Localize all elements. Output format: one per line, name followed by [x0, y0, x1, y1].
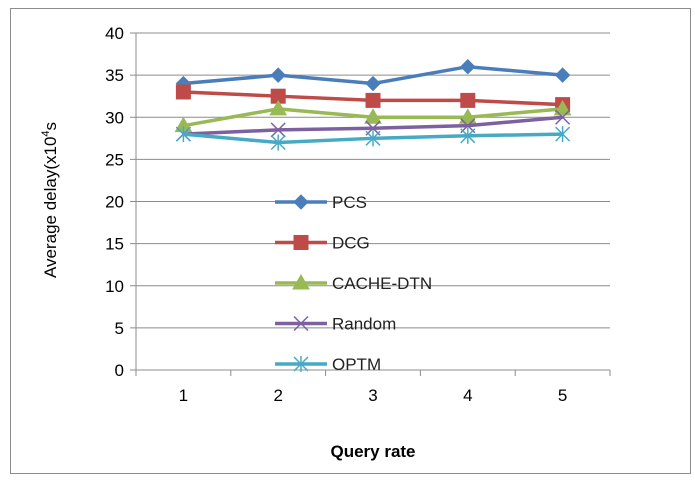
- legend-label-cache-dtn: CACHE-DTN: [332, 274, 432, 293]
- legend-item-random: Random: [275, 315, 396, 334]
- series-optm: [175, 126, 571, 151]
- x-tick-labels: 1 2 3 4 5: [179, 386, 568, 405]
- chart-frame: [10, 8, 691, 474]
- data-point-optm: [365, 130, 381, 147]
- y-tick-label: 5: [115, 319, 124, 338]
- x-tick-label: 5: [558, 386, 567, 405]
- legend-marker-dcg: [293, 235, 309, 250]
- x-tick-label: 1: [179, 386, 188, 405]
- legend-item-dcg: DCG: [275, 234, 370, 253]
- y-axis-title-main: Average delay(x10: [41, 137, 60, 278]
- y-tick-label: 20: [105, 193, 124, 212]
- data-point-dcg: [175, 84, 191, 100]
- series-layer: [174, 58, 572, 151]
- legend-label-pcs: PCS: [332, 193, 367, 212]
- data-point-pcs: [270, 67, 286, 83]
- data-point-pcs: [460, 58, 476, 75]
- data-point-optm: [175, 126, 191, 143]
- series-pcs: [175, 58, 571, 92]
- legend-marker-optm: [293, 356, 309, 372]
- y-tick-label: 25: [105, 150, 124, 169]
- legend-marker-cache-dtn: [292, 273, 310, 290]
- legend: PCS DCG CACHE-DTN Random OPTM: [275, 193, 432, 374]
- data-point-random: [555, 109, 571, 125]
- data-point-pcs: [554, 67, 571, 83]
- data-point-cache-dtn: [364, 108, 382, 124]
- y-tick-label: 35: [105, 66, 124, 85]
- y-tick-labels: 0 5 10 15 20 25 30 35 40: [105, 24, 124, 380]
- y-axis-title: Average delay(x104s: [40, 122, 60, 278]
- data-point-dcg: [365, 92, 381, 108]
- legend-item-cache-dtn: CACHE-DTN: [275, 273, 432, 293]
- data-point-cache-dtn: [269, 99, 288, 116]
- axes: [130, 32, 611, 376]
- legend-label-optm: OPTM: [332, 355, 381, 374]
- x-tick-label: 4: [463, 386, 472, 405]
- data-point-random: [270, 122, 286, 138]
- legend-marker-pcs: [293, 194, 309, 210]
- data-point-pcs: [365, 75, 381, 92]
- data-point-cache-dtn: [553, 99, 572, 116]
- data-point-cache-dtn: [458, 108, 477, 124]
- legend-label-random: Random: [332, 315, 396, 334]
- data-point-optm: [555, 126, 571, 143]
- x-tick-label: 2: [273, 386, 282, 405]
- y-axis-title-unit: s: [41, 122, 60, 131]
- legend-item-optm: OPTM: [275, 355, 381, 374]
- y-tick-label: 0: [115, 361, 124, 380]
- data-point-optm: [270, 134, 286, 151]
- y-tick-label: 40: [105, 24, 124, 43]
- legend-marker-random: [293, 315, 309, 332]
- series-cache-dtn: [174, 99, 572, 133]
- y-axis-title-sup: 4: [40, 130, 52, 136]
- y-tick-label: 30: [105, 108, 124, 127]
- data-point-dcg: [460, 92, 476, 108]
- y-tick-label: 10: [105, 277, 124, 296]
- x-tick-label: 3: [368, 386, 377, 405]
- x-axis-title: Query rate: [330, 442, 415, 461]
- data-point-optm: [460, 127, 476, 144]
- legend-item-pcs: PCS: [275, 193, 367, 212]
- legend-label-dcg: DCG: [332, 234, 370, 253]
- y-tick-label: 15: [105, 235, 124, 254]
